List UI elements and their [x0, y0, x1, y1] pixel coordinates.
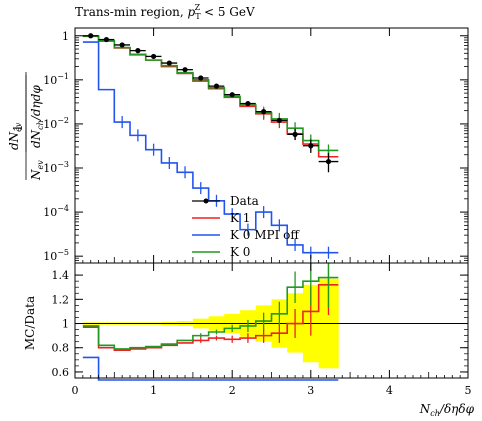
legend: Data K 1 K 0 MPI off K 0: [192, 194, 300, 259]
ratio-line-k-1: [82, 283, 339, 351]
data-point: [103, 36, 110, 43]
xlabel: Nch/δηδφ: [419, 402, 475, 418]
ratio-line-k-0-mpi-off: [82, 356, 339, 381]
chart-title: Trans-min region, pTZ < 5 GeV: [75, 3, 255, 21]
legend-item-data: Data: [192, 194, 259, 208]
data-point: [308, 143, 314, 149]
svg-text:dNch/dηdφ: dNch/dηdφ: [29, 85, 45, 148]
legend-label-k0-mpi-off: K 0 MPI off: [230, 228, 300, 242]
data-point: [292, 131, 298, 137]
x-tick-label: 2: [229, 384, 236, 397]
legend-item-k1: K 1: [192, 211, 250, 225]
legend-label-k0: K 0: [230, 245, 250, 259]
main-plot: 1 10−1 10−2 10−3 10−4 10−5: [43, 27, 469, 264]
y-tick-label: 1: [62, 30, 69, 43]
legend-label-k1: K 1: [230, 211, 250, 225]
y-tick-label: 10−2: [43, 116, 69, 131]
x-tick-label: 5: [465, 384, 472, 397]
ratio-y-tick-label: 0.8: [52, 342, 70, 355]
data-point: [229, 92, 235, 98]
data-point: [245, 100, 251, 107]
legend-item-k0: K 0: [192, 245, 250, 259]
ratio-plot: 0.6 0.8 1 1.2 1.4 0 1 2 3 4 5: [52, 262, 472, 397]
data-point: [276, 117, 282, 124]
y-tick-label: 10−4: [43, 204, 69, 219]
ylabel-one: 1: [11, 124, 25, 132]
x-tick-label: 1: [150, 384, 157, 397]
y-tick-label: 10−1: [43, 72, 69, 87]
ratio-y-tick-label: 1.4: [52, 269, 70, 282]
legend-label-data: Data: [230, 194, 259, 208]
y-tick-label: 10−3: [43, 160, 69, 175]
y-tick-label: 10−5: [43, 248, 69, 263]
data-point: [135, 48, 141, 54]
main-ylabel: 1 Nev dNev dNch/dηdφ: [7, 72, 45, 181]
ratio-ylabel: MC/Data: [23, 296, 37, 350]
svg-text:Nev: Nev: [29, 160, 45, 181]
ratio-line-k-0: [82, 276, 339, 350]
x-tick-label: 0: [72, 384, 79, 397]
data-point: [213, 83, 220, 89]
svg-text:dNev: dNev: [7, 122, 23, 150]
data-point: [166, 60, 172, 66]
data-point: [261, 109, 267, 115]
ratio-y-tick-label: 1.2: [52, 293, 70, 306]
data-point: [198, 75, 204, 81]
series-line-k-1: [82, 35, 339, 158]
x-tick-label: 4: [386, 384, 393, 397]
data-point: [325, 158, 332, 165]
ratio-y-tick-label: 1: [62, 318, 69, 331]
series-line-k-0: [82, 35, 339, 152]
data-point: [119, 42, 125, 48]
x-tick-label: 3: [307, 384, 314, 397]
series-line-k-0-mpi-off: [82, 41, 339, 254]
data-point: [151, 53, 157, 60]
data-point: [88, 33, 94, 39]
data-point: [182, 67, 188, 73]
ratio-y-tick-label: 0.6: [52, 366, 70, 379]
legend-item-k0-mpi-off: K 0 MPI off: [192, 228, 300, 242]
